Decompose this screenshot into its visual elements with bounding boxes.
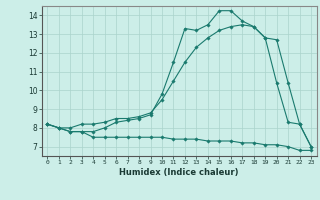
X-axis label: Humidex (Indice chaleur): Humidex (Indice chaleur) — [119, 168, 239, 177]
